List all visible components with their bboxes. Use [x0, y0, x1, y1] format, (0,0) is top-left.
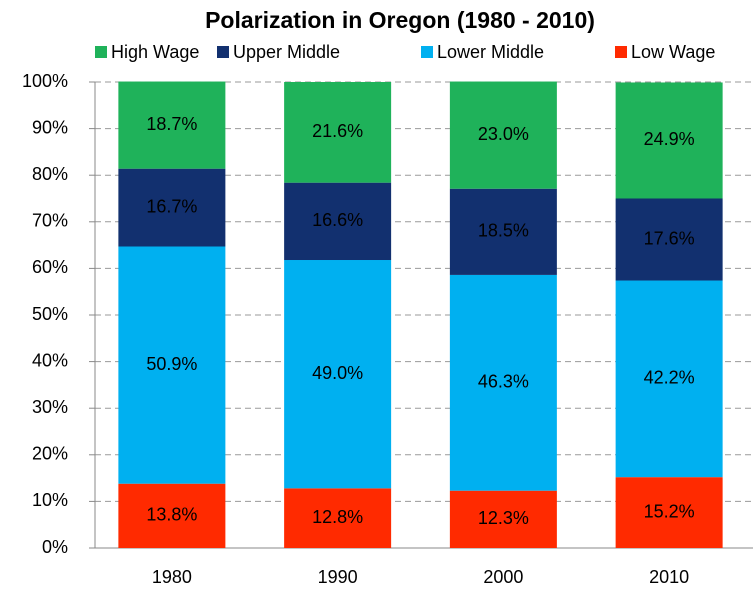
y-tick-label: 0% [42, 537, 68, 557]
data-label: 46.3% [478, 372, 529, 392]
data-label: 42.2% [644, 368, 695, 388]
bar-segment [615, 198, 723, 281]
chart-title: Polarization in Oregon (1980 - 2010) [205, 7, 595, 33]
y-tick-label: 40% [32, 350, 68, 370]
bar-segment [118, 246, 226, 484]
bar-segment [615, 280, 723, 478]
data-label: 16.6% [312, 210, 363, 230]
legend-label: High Wage [111, 42, 199, 62]
legend-label: Upper Middle [233, 42, 340, 62]
legend-swatch [95, 46, 107, 58]
legend-label: Lower Middle [437, 42, 544, 62]
data-label: 12.8% [312, 507, 363, 527]
data-label: 50.9% [146, 354, 197, 374]
data-label: 23.0% [478, 124, 529, 144]
x-tick-label: 1980 [152, 567, 192, 587]
legend-swatch [421, 46, 433, 58]
y-tick-label: 30% [32, 397, 68, 417]
y-tick-label: 70% [32, 211, 68, 231]
bar-segment [615, 477, 723, 548]
data-label: 15.2% [644, 501, 695, 521]
bar-segment [118, 483, 226, 548]
y-tick-label: 80% [32, 164, 68, 184]
bar-segment [449, 490, 557, 548]
data-label: 18.7% [146, 114, 197, 134]
data-label: 24.9% [644, 129, 695, 149]
data-label: 17.6% [644, 228, 695, 248]
bar-segment [118, 168, 226, 247]
legend-swatch [615, 46, 627, 58]
legend-label: Low Wage [631, 42, 715, 62]
data-label: 13.8% [146, 505, 197, 525]
bar-segment [449, 188, 557, 275]
bar-segment [118, 81, 226, 169]
bar-segment [284, 488, 392, 548]
y-tick-label: 90% [32, 117, 68, 137]
y-tick-label: 20% [32, 444, 68, 464]
x-tick-label: 2000 [483, 567, 523, 587]
x-tick-label: 1990 [318, 567, 358, 587]
x-tick-label: 2010 [649, 567, 689, 587]
bar-segment [284, 182, 392, 261]
bar-segment [615, 82, 723, 199]
data-label: 49.0% [312, 363, 363, 383]
data-label: 12.3% [478, 508, 529, 528]
data-label: 21.6% [312, 121, 363, 141]
y-tick-label: 10% [32, 490, 68, 510]
y-tick-label: 60% [32, 257, 68, 277]
bar-segment [284, 82, 392, 183]
y-tick-label: 100% [22, 71, 68, 91]
data-label: 16.7% [146, 196, 197, 216]
bar-segment [449, 81, 557, 189]
bar-segment [284, 260, 392, 489]
data-label: 18.5% [478, 221, 529, 241]
bar-segment [449, 274, 557, 491]
legend-swatch [217, 46, 229, 58]
y-tick-label: 50% [32, 304, 68, 324]
